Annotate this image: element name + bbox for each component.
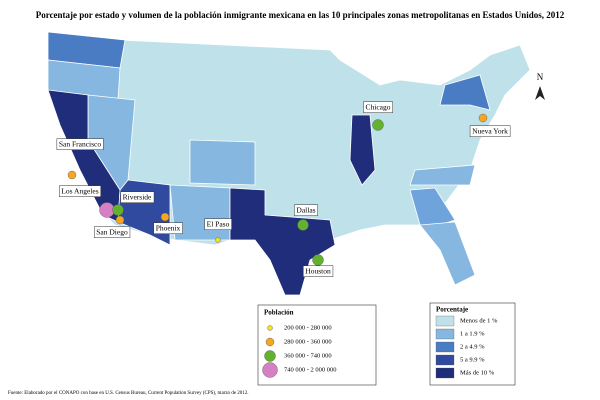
legend-marker	[267, 325, 273, 331]
percent-legend-title: Porcentaje	[436, 306, 468, 314]
city-marker	[160, 212, 170, 222]
city-label: Chicago	[366, 103, 391, 112]
city-marker	[215, 237, 221, 243]
legend-label: Más de 10 %	[460, 369, 495, 376]
city-label: Los Angeles	[61, 187, 98, 196]
map-title: Porcentaje por estado y volumen de la po…	[36, 10, 565, 20]
city-label-box	[469, 125, 511, 137]
city-label: Riverside	[123, 193, 152, 202]
legend-label: 280 000 - 360 000	[284, 338, 332, 345]
city-label-box	[153, 222, 183, 234]
legend-swatch	[435, 367, 455, 379]
state	[409, 164, 476, 186]
population-legend-title: Población	[264, 309, 294, 317]
legend-label: 5 a 9.9 %	[460, 356, 485, 363]
legend-swatch	[435, 354, 455, 366]
city-label-box	[59, 185, 101, 197]
legend-label: Menos de 1 %	[460, 317, 498, 324]
city-label: San Francisco	[59, 140, 102, 149]
city-label: Phoenix	[156, 224, 181, 233]
city-label-box	[204, 218, 232, 230]
city-marker	[372, 119, 384, 131]
legend-label: 200 000 - 280 000	[284, 324, 332, 331]
city-label-box	[303, 265, 334, 277]
city-marker	[478, 113, 488, 123]
legend-marker	[265, 337, 275, 347]
city-label-box	[363, 101, 393, 113]
city-label-box	[94, 226, 131, 238]
city-label: El Paso	[207, 220, 230, 229]
legend-swatch	[435, 328, 455, 340]
city-marker	[312, 254, 324, 266]
north-arrow: N	[535, 72, 545, 100]
city-label: San Diego	[96, 228, 128, 237]
legend-label: 1 a 1.9 %	[460, 330, 485, 337]
city-label-box	[56, 138, 104, 150]
state	[419, 221, 476, 286]
city-marker	[99, 202, 115, 218]
city-label: Dallas	[296, 206, 315, 215]
legend-swatch	[435, 341, 455, 353]
legend-swatch	[435, 315, 455, 327]
state	[349, 114, 376, 186]
states	[47, 31, 531, 296]
state	[439, 74, 491, 111]
city-label: Nueva York	[472, 127, 508, 136]
population-legend-box	[257, 304, 377, 386]
legend-label: 2 a 4.9 %	[460, 343, 485, 350]
city-marker	[67, 170, 77, 180]
legend-marker	[262, 362, 278, 378]
city-marker	[297, 219, 309, 231]
city-marker	[112, 204, 124, 216]
state	[229, 187, 336, 296]
legend-label: 740 000 - 2 000 000	[284, 366, 337, 373]
north-label: N	[537, 72, 544, 82]
north-arrow-icon	[535, 86, 545, 100]
source-note: Fuente: Elaborado por el CONAPO con base…	[8, 391, 249, 396]
legend-label: 360 000 - 740 000	[284, 352, 332, 359]
state	[189, 139, 256, 186]
city-label: Houston	[305, 267, 331, 276]
city-label-box	[294, 204, 318, 216]
legend-marker	[264, 350, 276, 362]
city-label-box	[120, 191, 155, 203]
city-marker	[115, 215, 125, 225]
